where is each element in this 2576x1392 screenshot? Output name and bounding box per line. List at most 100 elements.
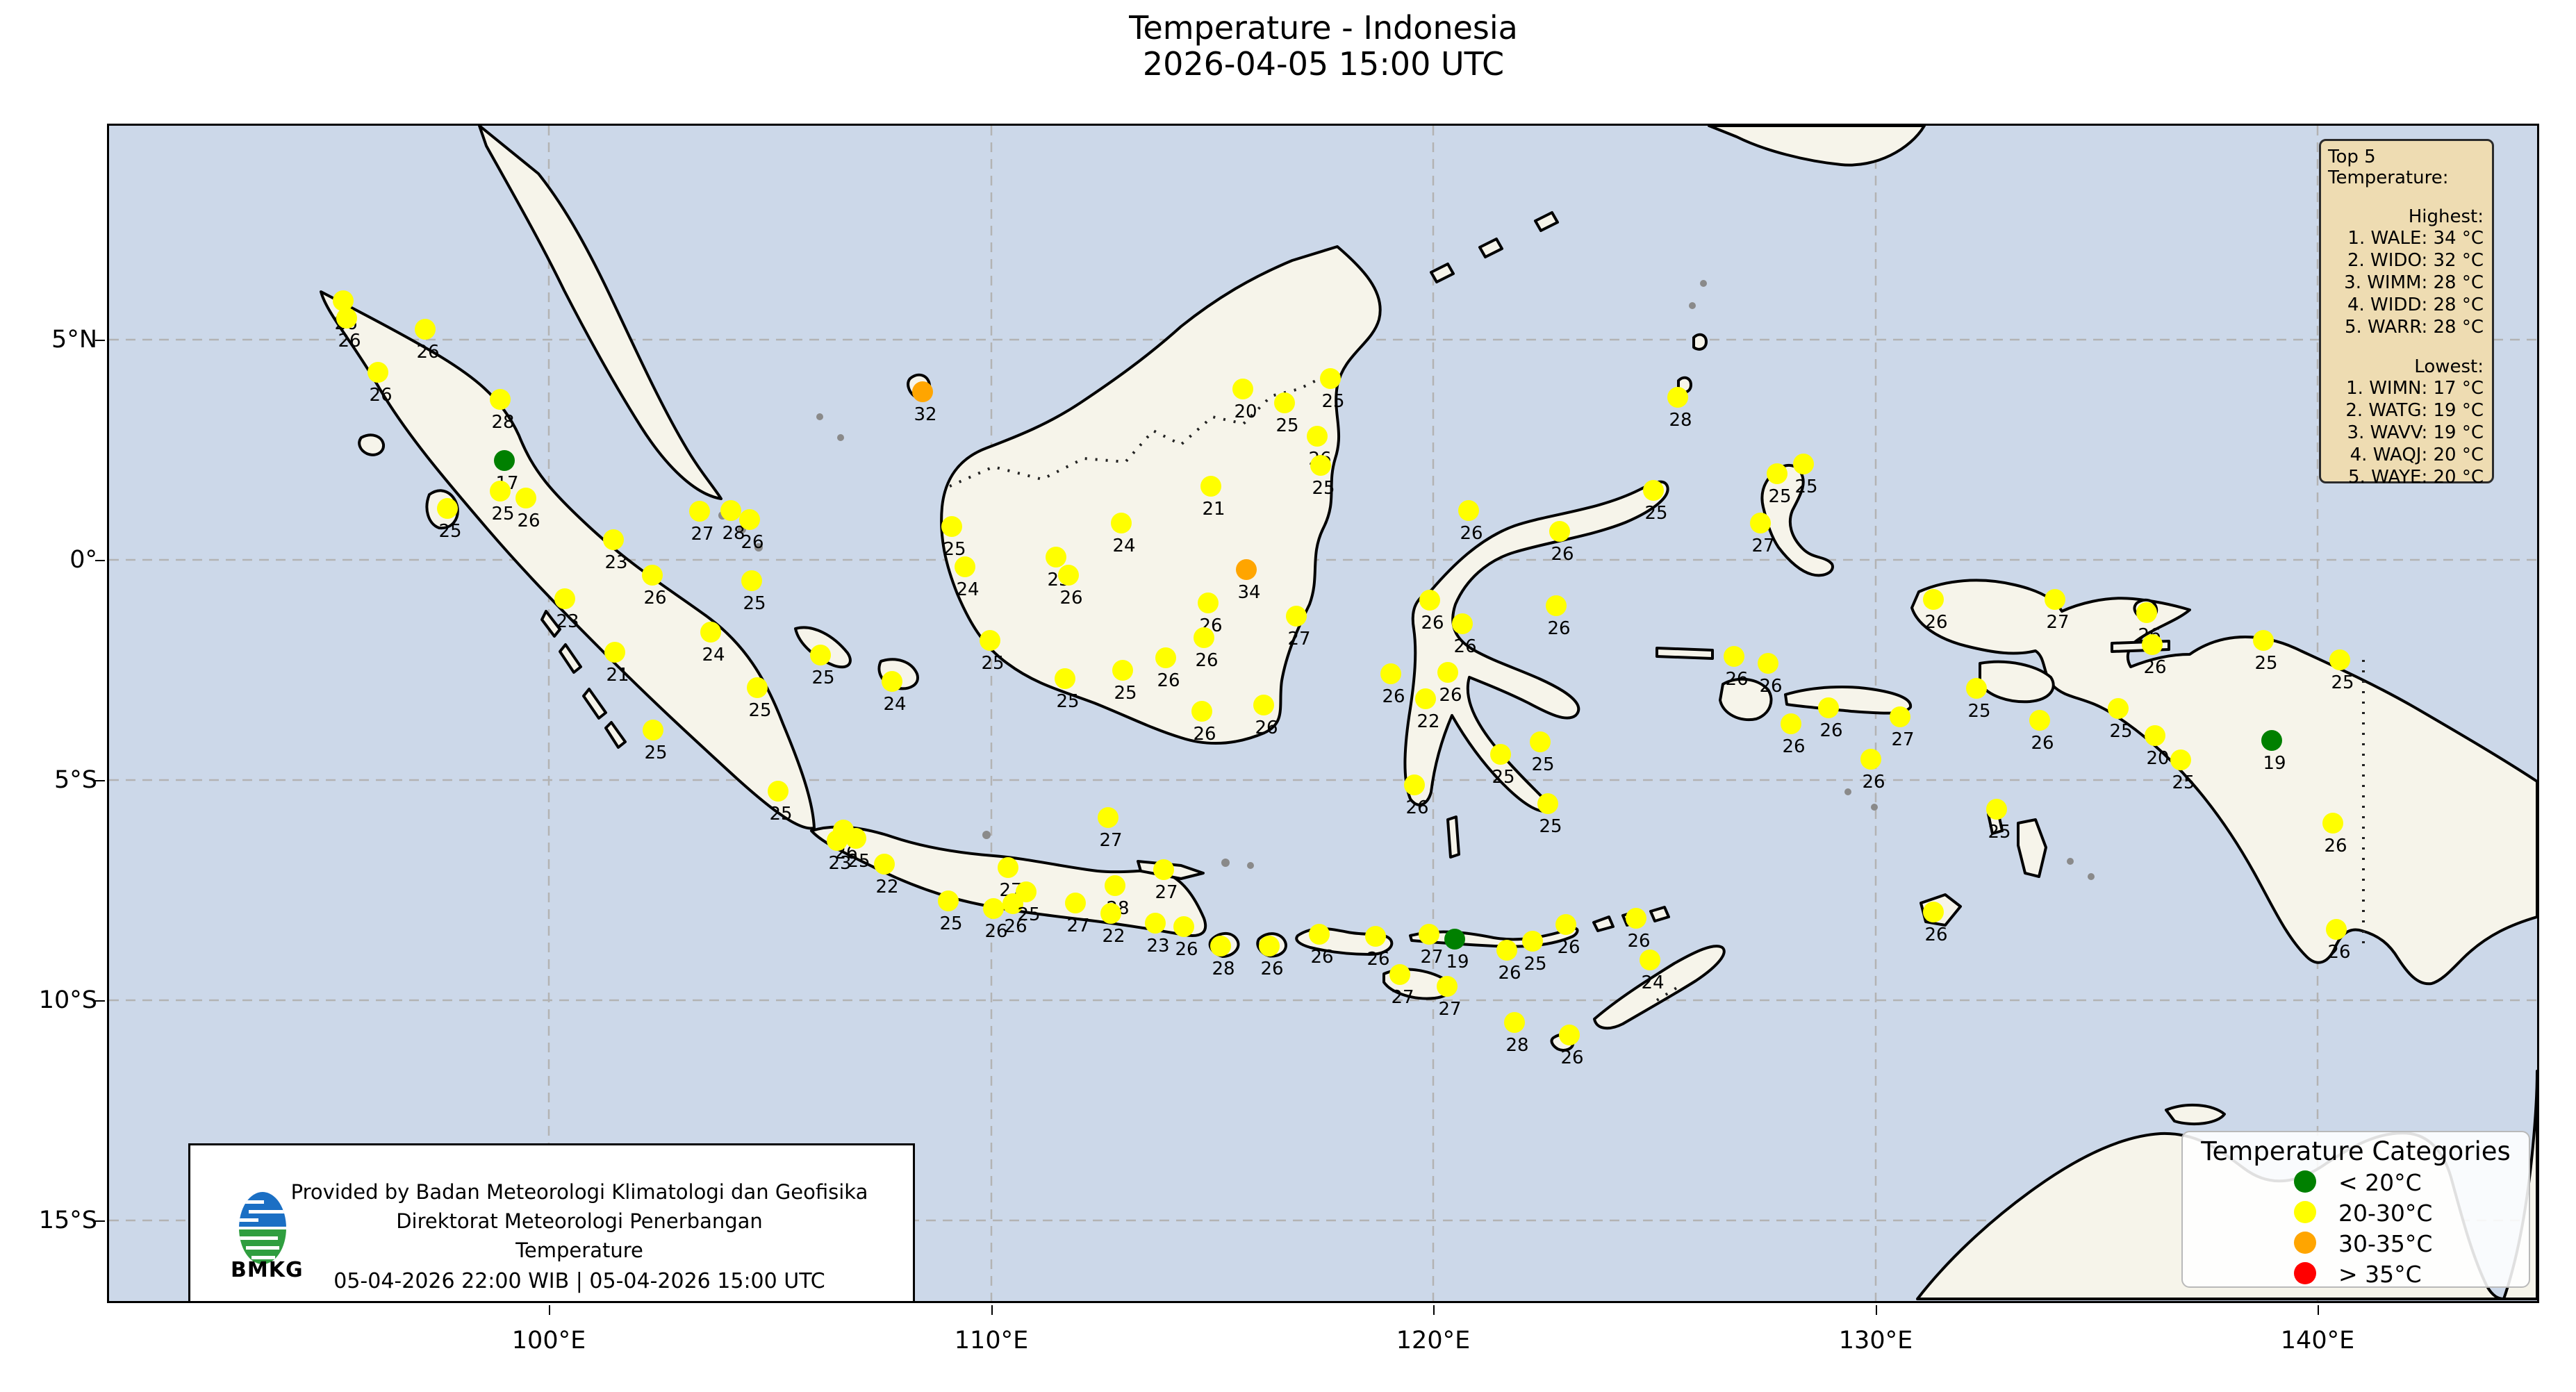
station-value-label: 22: [875, 877, 899, 897]
station-dot: [490, 389, 511, 410]
station-dot: [1890, 706, 1910, 727]
station-value-label: 25: [1492, 767, 1515, 788]
top5-highest-item: 1. WALE: 34 °C: [2347, 228, 2484, 249]
station-dot: [1419, 924, 1439, 945]
station-dot: [980, 630, 1000, 651]
station-value-label: 26: [1260, 959, 1284, 979]
station-dot: [1555, 914, 1576, 935]
top5-highest-item: 5. WARR: 28 °C: [2344, 317, 2484, 338]
station-value-label: 26: [416, 342, 440, 363]
station-value-label: 25: [1539, 816, 1562, 837]
station-dot: [700, 622, 721, 643]
legend-items: < 20°C 20-30°C 30-35°C > 35°C: [2183, 1166, 2529, 1289]
y-tick-mark: [95, 340, 105, 341]
station-value-label: 20: [1234, 401, 1257, 422]
station-value-label: 25: [1644, 503, 1668, 524]
y-tick-label: 0°: [69, 546, 97, 574]
station-value-label: 27: [1891, 729, 1915, 750]
station-dot: [2136, 602, 2157, 623]
station-dot: [1860, 749, 1881, 770]
top5-highest-item: 2. WIDO: 32 °C: [2347, 250, 2484, 271]
station-value-label: 26: [984, 921, 1008, 942]
station-value-label: 26: [338, 331, 361, 351]
station-value-label: 28: [1212, 959, 1235, 979]
station-value-label: 25: [743, 593, 766, 614]
station-value-label: 26: [1405, 797, 1429, 818]
station-value-label: 28: [491, 412, 515, 433]
station-dot: [1793, 454, 1814, 474]
station-value-label: 26: [643, 588, 667, 608]
y-tick-mark: [95, 560, 105, 561]
station-value-label: 26: [1924, 925, 1948, 945]
station-dot: [1112, 660, 1133, 681]
station-dot: [1236, 559, 1257, 580]
y-tick-mark: [95, 780, 105, 781]
station-dot: [2108, 698, 2129, 719]
page-title: Temperature - Indonesia: [1129, 9, 1518, 47]
station-dot: [1758, 653, 1778, 674]
station-dot: [1105, 875, 1125, 896]
station-dot: [874, 854, 895, 875]
top5-title: Top 5 Temperature:: [2328, 147, 2449, 188]
station-value-label: 25: [491, 504, 515, 524]
station-dot: [2253, 630, 2274, 651]
station-dot: [768, 781, 789, 802]
station-value-label: 27: [1099, 830, 1123, 851]
map-canvas: [107, 124, 2539, 1303]
station-dot: [1155, 647, 1176, 668]
station-value-label: 26: [1310, 947, 1334, 968]
station-value-label: 27: [1438, 999, 1462, 1020]
station-dot: [1986, 799, 2007, 820]
station-dot: [1153, 859, 1174, 880]
station-dot: [739, 509, 760, 530]
station-dot: [1546, 595, 1567, 616]
legend-color-dot: [2294, 1232, 2316, 1254]
x-tick-mark: [549, 1305, 550, 1315]
station-dot: [1191, 701, 1212, 722]
top5-lowest-item: 2. WATG: 19 °C: [2345, 400, 2484, 421]
station-dot: [554, 588, 575, 609]
bmkg-logo-text: BMKG: [231, 1258, 304, 1282]
station-value-label: 24: [883, 694, 907, 715]
station-value-label: 34: [1237, 582, 1261, 603]
top5-highest-item: 3. WIMM: 28 °C: [2344, 272, 2484, 293]
station-dot: [1530, 731, 1551, 752]
station-value-label: 25: [2109, 721, 2133, 742]
station-dot: [1173, 916, 1194, 937]
provider-info-box: BMKG Provided by Badan Meteorologi Klima…: [188, 1143, 915, 1303]
station-value-label: 27: [1420, 947, 1444, 968]
islet-dots: [718, 280, 2095, 880]
station-value-label: 27: [1155, 882, 1178, 903]
station-dot: [1307, 426, 1328, 447]
y-tick-label: 5°N: [51, 326, 97, 354]
legend-item-label: > 35°C: [2338, 1261, 2422, 1288]
legend-item-label: < 20°C: [2338, 1169, 2422, 1196]
station-value-label: 26: [2031, 733, 2054, 754]
station-dot: [643, 720, 663, 740]
legend-item: 20-30°C: [2183, 1197, 2529, 1227]
station-value-label: 26: [1193, 724, 1216, 745]
station-value-label: 26: [1421, 613, 1444, 633]
y-tick-mark: [95, 1000, 105, 1002]
station-dot: [1923, 902, 1944, 922]
top5-lowest-label: Lowest:: [2414, 356, 2484, 377]
station-value-label: 25: [939, 913, 963, 934]
station-dot: [494, 450, 515, 471]
x-tick-label: 120°E: [1396, 1327, 1471, 1354]
station-dot: [2145, 725, 2165, 746]
x-tick-mark: [2318, 1305, 2319, 1315]
station-value-label: 23: [828, 853, 852, 874]
station-dot: [1065, 893, 1086, 913]
station-dot: [1198, 593, 1219, 613]
station-value-label: 26: [1195, 650, 1219, 671]
station-dot: [1200, 476, 1221, 497]
station-value-label: 25: [1768, 486, 1792, 507]
station-dot: [642, 565, 663, 586]
station-value-label: 26: [1367, 949, 1390, 970]
station-dot: [1781, 713, 1801, 734]
top5-lowest-item: 1. WIMN: 17 °C: [2346, 378, 2484, 399]
station-dot: [1310, 455, 1331, 476]
station-value-label: 25: [438, 521, 462, 542]
station-dot: [336, 308, 357, 329]
